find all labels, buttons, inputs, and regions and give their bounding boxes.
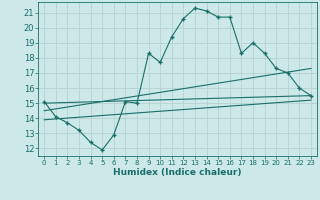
X-axis label: Humidex (Indice chaleur): Humidex (Indice chaleur) [113, 168, 242, 177]
